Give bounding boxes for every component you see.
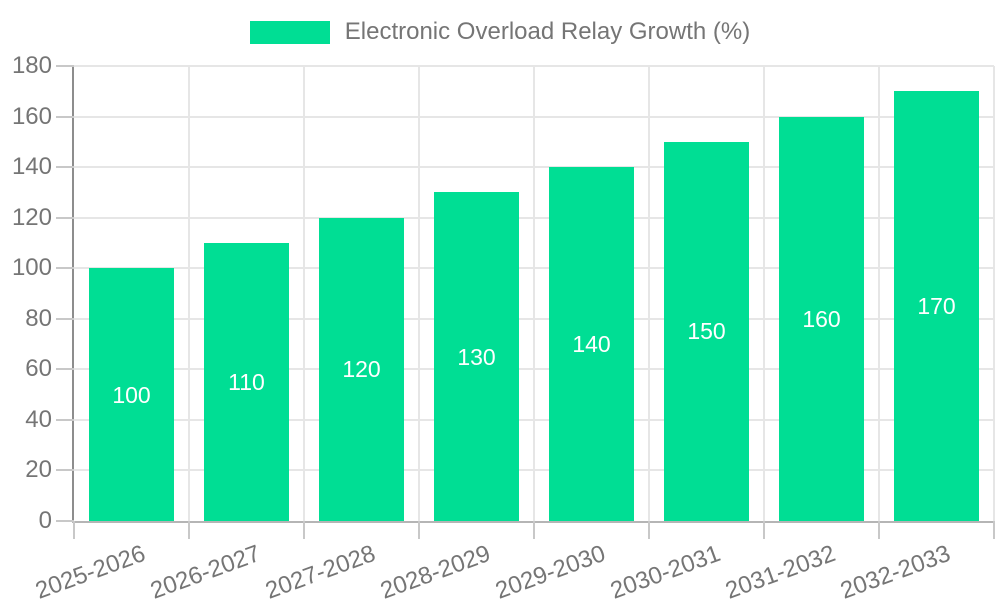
y-axis-tick (56, 520, 74, 522)
gridline-v (648, 66, 650, 521)
x-axis-tick-label: 2027-2028 (261, 540, 379, 600)
x-axis-tick-label: 2029-2030 (491, 540, 609, 600)
legend-swatch (249, 20, 330, 44)
y-axis-tick (56, 267, 74, 270)
y-axis-tick-label: 140 (11, 153, 52, 181)
y-axis-tick (56, 216, 74, 219)
y-axis-tick (56, 418, 74, 421)
y-axis-tick (56, 368, 74, 371)
bar-2028-2029: 130 (434, 192, 519, 521)
x-axis-tick-label: 2026-2027 (146, 540, 264, 600)
y-axis-tick (56, 115, 74, 118)
y-axis-tick-label: 20 (25, 456, 52, 484)
gridline-v (188, 66, 190, 521)
y-axis-tick-label: 100 (11, 254, 52, 282)
y-axis-tick (56, 65, 74, 67)
x-axis-tick (188, 521, 190, 539)
bar-2029-2030: 140 (549, 167, 634, 521)
bar-value-label: 110 (228, 368, 265, 395)
y-axis-tick-label: 120 (11, 203, 52, 231)
gridline-v (418, 66, 420, 521)
bar-value-label: 140 (572, 331, 611, 358)
bar-value-label: 100 (112, 381, 151, 408)
y-axis-tick (56, 469, 74, 472)
x-axis-tick-label: 2032-2033 (836, 540, 954, 600)
y-axis-tick-label: 0 (38, 507, 52, 534)
y-axis-tick-label: 160 (11, 102, 52, 130)
y-axis-line (72, 66, 74, 521)
gridline-v (303, 66, 305, 521)
bar-value-label: 150 (687, 318, 726, 345)
bar-value-label: 170 (917, 293, 956, 320)
bar-2026-2027: 110 (204, 242, 289, 521)
bar-value-label: 130 (457, 343, 496, 370)
x-axis-tick (993, 521, 995, 539)
x-axis-tick (763, 521, 765, 539)
gridline-v (993, 66, 995, 521)
x-axis-tick-label: 2025-2026 (31, 540, 149, 600)
y-axis-tick-label: 60 (25, 355, 52, 383)
y-axis-tick-label: 80 (25, 304, 52, 332)
gridline-v (763, 66, 765, 521)
x-axis-tick (418, 521, 420, 539)
bar-2027-2028: 120 (319, 217, 404, 521)
gridline-v (533, 66, 535, 521)
bar-2032-2033: 170 (894, 91, 979, 521)
y-axis-tick (56, 317, 74, 320)
y-axis-tick-label: 180 (11, 52, 52, 79)
x-axis-tick-label: 2031-2032 (721, 540, 839, 600)
x-axis-tick (303, 521, 305, 539)
x-axis-tick (73, 521, 75, 539)
bar-2025-2026: 100 (89, 268, 174, 521)
y-axis-tick-label: 40 (25, 405, 52, 433)
bar-value-label: 120 (342, 356, 381, 383)
legend-label: Electronic Overload Relay Growth (%) (344, 18, 751, 45)
chart-legend: Electronic Overload Relay Growth (%) (0, 18, 1000, 46)
bar-2031-2032: 160 (779, 116, 864, 521)
y-axis-tick (56, 166, 74, 169)
bar-value-label: 160 (802, 305, 841, 332)
x-axis-tick-label: 2030-2031 (606, 540, 724, 600)
plot-area: 0 20 40 60 80 100 120 140 160 180 100 2025-2026 110 2… (12, 52, 995, 600)
x-axis-tick-label: 2028-2029 (376, 540, 494, 600)
x-axis-tick (533, 521, 535, 539)
bar-2030-2031: 150 (664, 141, 749, 521)
x-axis-tick (878, 521, 880, 539)
x-axis-tick (648, 521, 650, 539)
gridline-v (878, 66, 880, 521)
